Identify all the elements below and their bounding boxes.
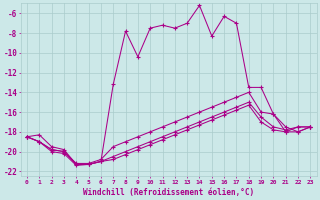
X-axis label: Windchill (Refroidissement éolien,°C): Windchill (Refroidissement éolien,°C) <box>83 188 254 197</box>
